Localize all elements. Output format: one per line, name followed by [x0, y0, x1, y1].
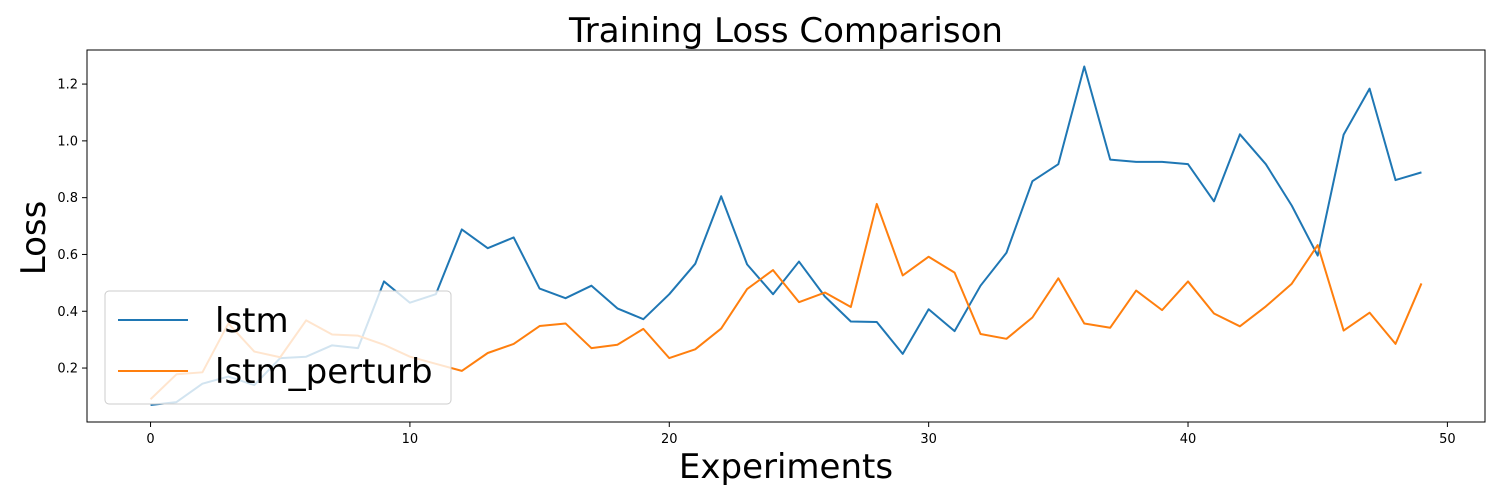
x-tick-label: 10: [402, 432, 419, 447]
chart-title: Training Loss Comparison: [568, 11, 1003, 51]
x-axis-label: Experiments: [679, 447, 893, 487]
y-tick-label: 1.2: [57, 78, 78, 93]
x-tick-label: 50: [1439, 432, 1456, 447]
y-tick-label: 0.6: [57, 248, 78, 263]
legend: lstm lstm_perturb: [104, 290, 452, 405]
x-tick-label: 30: [920, 432, 937, 447]
y-tick-label: 1.0: [57, 134, 78, 149]
x-tick-label: 40: [1180, 432, 1197, 447]
y-axis-label: Loss: [14, 201, 54, 276]
legend-label-lstm: lstm: [215, 301, 289, 341]
legend-box: [104, 290, 452, 405]
legend-label-lstm_perturb: lstm_perturb: [215, 352, 433, 392]
axis-ticks: 0 10 20 30 40 50 0.2 0.4 0.6 0.8 1.0 1.2: [57, 78, 1455, 447]
y-tick-label: 0.8: [57, 191, 78, 206]
y-tick-label: 0.2: [57, 362, 78, 377]
x-tick-label: 0: [146, 432, 154, 447]
y-tick-label: 0.4: [57, 305, 78, 320]
x-tick-label: 20: [661, 432, 678, 447]
